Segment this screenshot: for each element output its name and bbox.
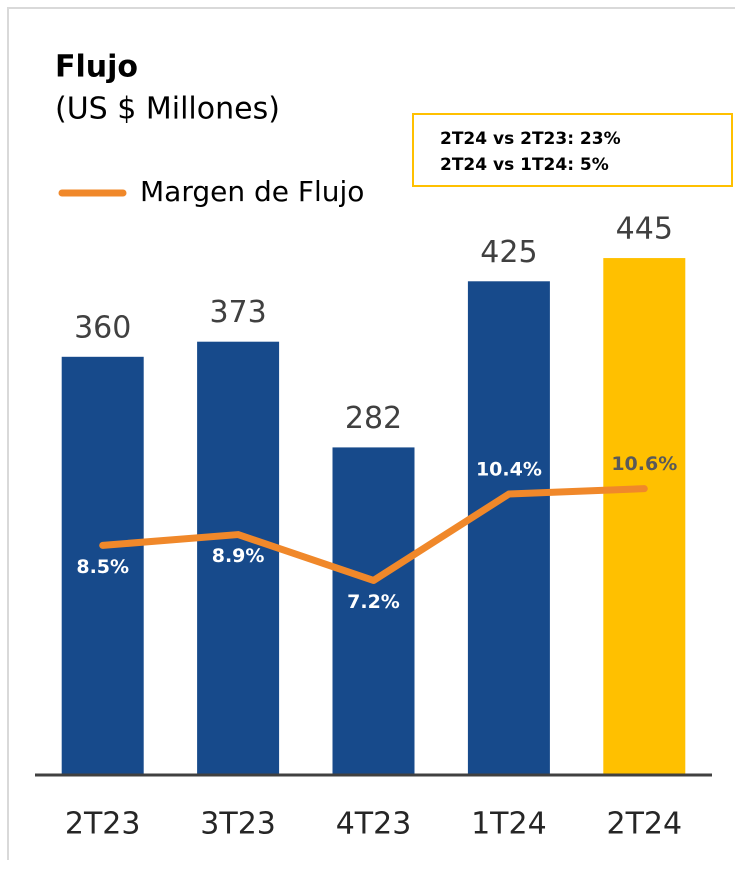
x-tick-label: 2T23 bbox=[65, 807, 141, 842]
annotation: 2T24 vs 2T23: 23% bbox=[440, 129, 621, 149]
bar-value-label: 282 bbox=[345, 401, 402, 436]
bar-value-label: 445 bbox=[616, 212, 673, 247]
bar bbox=[61, 356, 144, 775]
line bbox=[99, 485, 648, 584]
x-tick-label: 1T24 bbox=[471, 807, 547, 842]
x-tick-label: 2T24 bbox=[607, 807, 683, 842]
line-value-label: 8.5% bbox=[76, 556, 129, 578]
chart-title: Flujo bbox=[55, 50, 138, 85]
legend-label: Margen de Flujo bbox=[140, 175, 364, 208]
bar-value-label: 425 bbox=[480, 235, 537, 270]
line-value-label: 8.9% bbox=[212, 545, 265, 567]
bar-value-label: 373 bbox=[209, 295, 266, 330]
frame bbox=[7, 7, 735, 860]
x-tick-label: 3T23 bbox=[200, 807, 276, 842]
line-value-label: 10.6% bbox=[611, 453, 677, 475]
annotation: 2T24 vs 1T24: 5% bbox=[440, 155, 609, 175]
line-value-label: 10.4% bbox=[476, 459, 542, 481]
bar bbox=[197, 341, 280, 775]
bar bbox=[332, 447, 415, 775]
line-value-label: 7.2% bbox=[347, 591, 400, 613]
x-tick-label: 4T23 bbox=[336, 807, 412, 842]
bar-value-label: 360 bbox=[74, 310, 131, 345]
chart-subtitle: (US $ Millones) bbox=[55, 92, 280, 127]
bar bbox=[467, 281, 550, 775]
annotation-box bbox=[412, 113, 733, 187]
bar bbox=[603, 258, 686, 775]
